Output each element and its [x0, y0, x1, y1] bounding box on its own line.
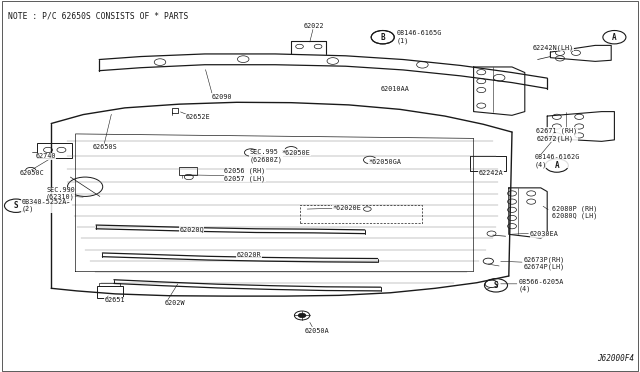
Text: S: S: [13, 201, 19, 210]
Text: 62022: 62022: [304, 23, 324, 29]
Text: *62050GA: *62050GA: [368, 159, 401, 165]
Text: J62000F4: J62000F4: [596, 354, 634, 363]
Text: A: A: [554, 161, 559, 170]
Text: 62242A: 62242A: [479, 170, 504, 176]
Text: 62740: 62740: [35, 153, 56, 159]
Text: SEC.990
(62310): SEC.990 (62310): [46, 187, 75, 200]
Text: 62673P(RH)
62674P(LH): 62673P(RH) 62674P(LH): [524, 256, 564, 270]
Text: 0B340-5252A
(2): 0B340-5252A (2): [22, 199, 67, 212]
Text: B: B: [380, 33, 385, 42]
Text: 08566-6205A
(4): 08566-6205A (4): [518, 279, 564, 292]
Text: 62652E: 62652E: [186, 114, 211, 120]
Text: 62090: 62090: [211, 94, 232, 100]
Bar: [97, 286, 123, 298]
Text: 62020R: 62020R: [237, 252, 262, 258]
Text: *62020E: *62020E: [333, 205, 362, 211]
Text: 62010AA: 62010AA: [381, 86, 410, 92]
Text: NOTE : P/C 62650S CONSISTS OF * PARTS: NOTE : P/C 62650S CONSISTS OF * PARTS: [8, 12, 188, 21]
Text: 62020Q: 62020Q: [179, 226, 204, 232]
Text: 08146-6165G
(1): 08146-6165G (1): [397, 31, 442, 44]
Text: 62030EA: 62030EA: [530, 231, 559, 237]
Bar: [179, 167, 197, 175]
Text: 62671 (RH)
62672(LH): 62671 (RH) 62672(LH): [536, 128, 577, 142]
Text: 62242N(LH): 62242N(LH): [532, 44, 573, 51]
Text: 62050A: 62050A: [305, 328, 330, 334]
Text: 62056 (RH)
62057 (LH): 62056 (RH) 62057 (LH): [224, 168, 265, 182]
Text: *62050E: *62050E: [282, 150, 310, 155]
Text: 08146-6162G
(4): 08146-6162G (4): [535, 154, 580, 168]
Text: SEC.995
(62680Z): SEC.995 (62680Z): [250, 150, 283, 163]
Text: 62651: 62651: [104, 297, 125, 303]
Bar: [37, 143, 72, 158]
Text: 62080P (RH)
62080Q (LH): 62080P (RH) 62080Q (LH): [552, 205, 597, 219]
Text: 62650S: 62650S: [93, 144, 118, 150]
Text: 6202W: 6202W: [164, 300, 185, 306]
Text: S: S: [493, 281, 499, 290]
Text: A: A: [612, 33, 617, 42]
Circle shape: [298, 313, 306, 318]
Text: 62050C: 62050C: [19, 170, 44, 176]
